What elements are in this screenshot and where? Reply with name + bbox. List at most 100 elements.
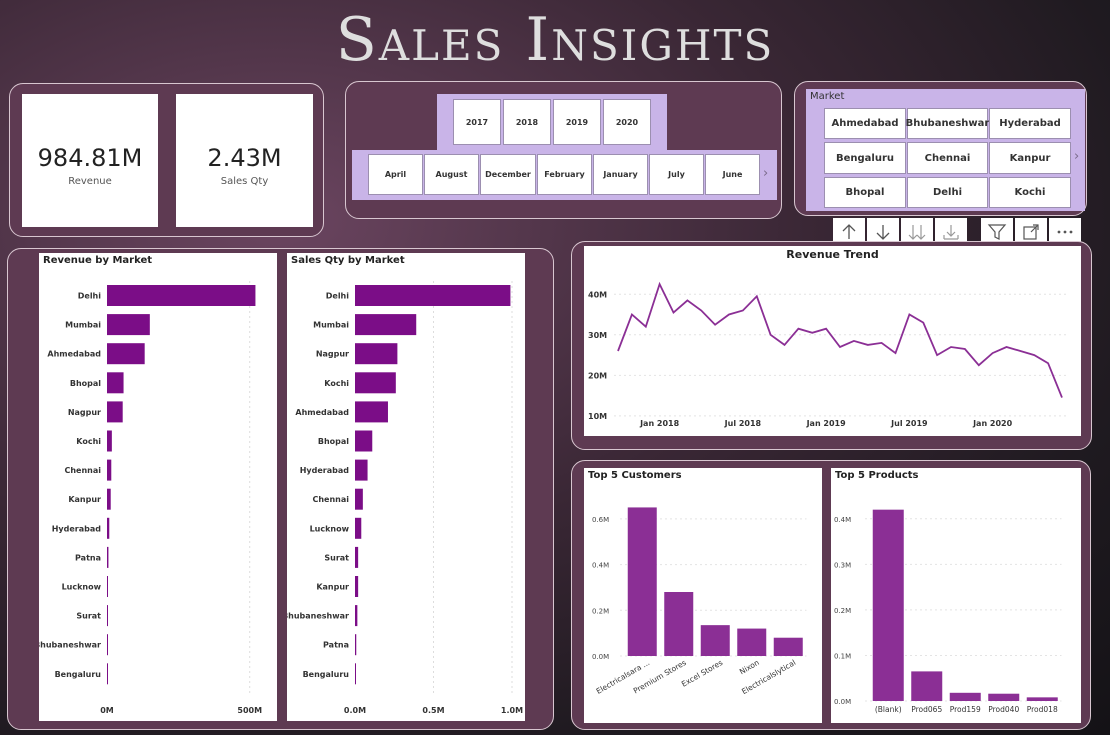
year-button[interactable]: 2018 <box>503 99 551 145</box>
y-tick-label: 0.2M <box>834 607 851 615</box>
kpi-card-revenue[interactable]: 984.81M Revenue <box>22 94 158 227</box>
market-button[interactable]: Ahmedabad <box>824 108 906 139</box>
y-tick-label: 0.1M <box>834 652 851 660</box>
bar <box>355 605 358 627</box>
x-tick-label: Jul 2019 <box>890 419 928 428</box>
month-button[interactable]: June <box>705 154 760 195</box>
bar <box>107 605 108 627</box>
category-label: Mumbai <box>65 321 101 330</box>
page-title: Sales Insights <box>335 5 775 75</box>
chart-title: Top 5 Customers <box>588 470 682 481</box>
y-tick-label: 0.0M <box>592 653 609 661</box>
market-scroll-right-icon[interactable]: › <box>1074 149 1080 164</box>
category-label: Bhubaneshwar <box>287 612 349 621</box>
revenue-by-market-chart: Revenue by Market 0M 500M Delhi Mumbai Ahmed… <box>39 253 277 721</box>
category-label: Lucknow <box>310 524 350 533</box>
month-scroll-right-icon[interactable]: › <box>763 166 769 181</box>
market-button[interactable]: Kochi <box>989 177 1071 208</box>
month-button[interactable]: January <box>593 154 648 195</box>
month-button[interactable]: April <box>368 154 423 195</box>
bar <box>355 663 356 685</box>
category-label: Patna <box>75 553 101 562</box>
market-button[interactable]: Bengaluru <box>824 142 906 174</box>
bar <box>107 459 112 481</box>
category-label: Nagpur <box>68 408 101 417</box>
category-label: Hyderabad <box>300 466 350 475</box>
market-button[interactable]: Delhi <box>907 177 988 208</box>
bar <box>107 372 124 394</box>
bar <box>355 546 359 568</box>
category-label: Delhi <box>326 292 350 301</box>
x-tick-label: 0M <box>100 706 114 715</box>
year-button[interactable]: 2017 <box>453 99 501 145</box>
month-button[interactable]: December <box>480 154 536 195</box>
y-tick-label: 0.0M <box>834 698 851 706</box>
category-label: (Blank) <box>875 705 902 714</box>
chart-title: Top 5 Products <box>835 470 919 481</box>
bar <box>107 343 145 365</box>
x-tick-label: 1.0M <box>501 706 523 715</box>
category-label: Prod065 <box>911 705 942 714</box>
market-button[interactable]: Kanpur <box>989 142 1071 174</box>
revenue-value: 984.81M <box>37 144 143 172</box>
category-label: Kochi <box>324 379 349 388</box>
bar <box>911 671 943 701</box>
market-slicer-header: Market <box>810 91 845 102</box>
bar <box>355 488 363 510</box>
top5-products-chart: Top 5 Products 0.0M 0.1M 0.2M 0.3M 0.4M (Blan… <box>831 468 1081 723</box>
bar <box>355 401 388 423</box>
bar <box>355 634 357 656</box>
market-button[interactable]: Bhubaneshwar <box>906 108 989 139</box>
market-button[interactable]: Chennai <box>907 142 988 174</box>
bar <box>355 285 511 306</box>
sales-qty-label: Sales Qty <box>220 176 269 187</box>
category-label: Excel Stores <box>680 658 724 689</box>
bar <box>627 507 657 656</box>
category-label: Prod040 <box>988 705 1019 714</box>
sales-qty-value: 2.43M <box>207 144 282 172</box>
category-label: Prod018 <box>1027 705 1058 714</box>
x-tick-label: Jan 2020 <box>972 419 1013 428</box>
x-tick-label: Jan 2018 <box>639 419 680 428</box>
kpi-card-sales-qty[interactable]: 2.43M Sales Qty <box>176 94 313 227</box>
bar <box>107 663 108 685</box>
category-label: Ahmedabad <box>295 408 349 417</box>
category-label: Bengaluru <box>303 670 350 679</box>
market-button[interactable]: Hyderabad <box>989 108 1071 139</box>
bar <box>107 576 108 597</box>
category-label: Hyderabad <box>52 524 102 533</box>
bar <box>355 372 396 394</box>
year-button[interactable]: 2020 <box>603 99 651 145</box>
y-tick-label: 0.4M <box>592 562 609 570</box>
category-label: Prod159 <box>950 705 981 714</box>
bar <box>107 634 108 656</box>
y-tick-label: 10M <box>588 412 607 421</box>
chart-title: Revenue by Market <box>43 255 153 266</box>
year-button[interactable]: 2019 <box>553 99 601 145</box>
category-label: Kochi <box>76 437 101 446</box>
y-tick-label: 0.4M <box>834 516 851 524</box>
month-button[interactable]: July <box>649 154 704 195</box>
revenue-trend-chart: Revenue Trend 10M 20M 30M 40M Jan 2018 Jul 20… <box>584 246 1081 436</box>
x-tick-label: Jan 2019 <box>806 419 847 428</box>
y-tick-label: 0.6M <box>592 516 609 524</box>
market-button[interactable]: Bhopal <box>824 177 906 208</box>
month-button[interactable]: February <box>537 154 592 195</box>
revenue-label: Revenue <box>68 176 112 187</box>
category-label: Kanpur <box>68 495 101 504</box>
x-tick-label: 0.5M <box>422 706 444 715</box>
bar <box>872 509 904 701</box>
revenue-by-market-plot: 0M 500M Delhi Mumbai Ahmedabad Bhopal Nagpur Ko… <box>39 281 262 715</box>
bar <box>107 285 256 306</box>
bar <box>355 430 373 452</box>
sales-qty-by-market-plot: 0.0M 0.5M 1.0M Delhi Mumbai Nagpur Kochi Ahmeda… <box>287 281 523 715</box>
revenue-line <box>617 281 1063 398</box>
category-label: Surat <box>324 553 349 562</box>
bar <box>700 625 730 656</box>
category-label: Kanpur <box>316 583 349 592</box>
bar <box>355 459 368 481</box>
top5-products-plot: 0.0M 0.1M 0.2M 0.3M 0.4M (Blank) Prod065 Prod15… <box>834 509 1062 714</box>
month-button[interactable]: August <box>424 154 479 195</box>
bar <box>737 628 767 656</box>
bar <box>107 488 111 510</box>
